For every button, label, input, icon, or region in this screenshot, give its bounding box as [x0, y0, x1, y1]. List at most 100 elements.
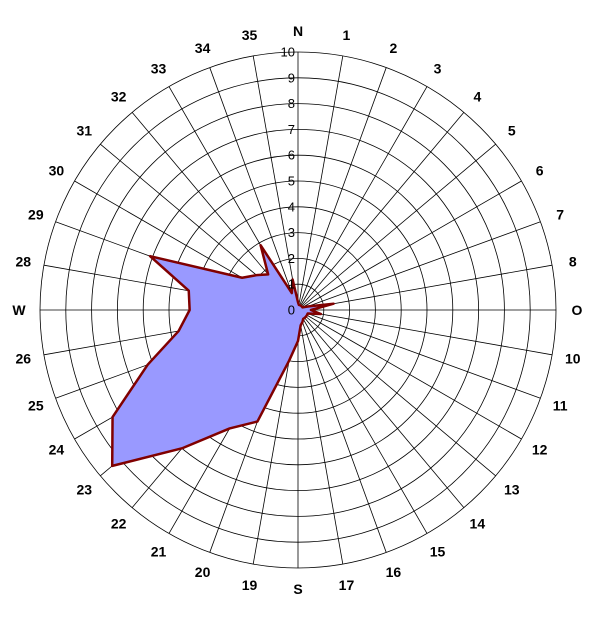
direction-label-19: 19 — [242, 577, 258, 593]
radial-tick-1: 1 — [288, 277, 295, 292]
data-point-14 — [303, 317, 306, 319]
direction-label-25: 25 — [28, 397, 44, 413]
direction-label-2: 2 — [390, 40, 398, 56]
data-point-11 — [306, 312, 309, 315]
radial-tick-10: 10 — [281, 45, 295, 60]
direction-label-S: S — [293, 581, 302, 597]
spoke-8 — [297, 264, 553, 311]
spoke-1 — [297, 55, 344, 311]
data-point-0 — [297, 301, 299, 304]
data-point-16 — [301, 321, 304, 323]
series-area-0 — [110, 243, 335, 468]
data-point-21 — [228, 427, 231, 430]
spoke-12 — [297, 309, 522, 440]
spoke-14 — [297, 309, 465, 508]
direction-label-11: 11 — [553, 397, 568, 413]
direction-label-21: 21 — [151, 544, 167, 560]
direction-label-3: 3 — [434, 60, 442, 76]
spoke-5 — [297, 143, 496, 311]
radial-tick-2: 2 — [288, 251, 295, 266]
direction-label-N: N — [293, 23, 303, 39]
direction-label-34: 34 — [195, 40, 211, 56]
data-point-20 — [256, 420, 259, 423]
radial-tick-5: 5 — [288, 174, 295, 189]
data-point-32 — [267, 273, 269, 276]
radial-tick-4: 4 — [288, 199, 295, 214]
spoke-17 — [297, 309, 344, 565]
spoke-2 — [297, 67, 387, 311]
direction-label-1: 1 — [343, 27, 351, 43]
direction-label-22: 22 — [111, 516, 127, 532]
direction-label-13: 13 — [504, 481, 520, 497]
direction-label-4: 4 — [473, 88, 481, 104]
data-point-17 — [299, 324, 302, 327]
data-point-19 — [288, 360, 290, 362]
spoke-6 — [297, 180, 522, 311]
data-point-8 — [332, 302, 335, 305]
radial-tick-3: 3 — [288, 225, 295, 240]
data-point-12 — [306, 314, 308, 316]
spoke-13 — [297, 309, 496, 477]
data-point-34 — [291, 292, 293, 294]
direction-label-30: 30 — [49, 163, 65, 179]
data-point-25 — [146, 363, 149, 366]
direction-label-12: 12 — [532, 442, 548, 458]
spoke-15 — [297, 309, 428, 534]
data-point-24 — [111, 416, 114, 418]
direction-label-17: 17 — [339, 577, 355, 593]
radial-tick-7: 7 — [288, 122, 295, 137]
spoke-3 — [297, 86, 428, 311]
direction-label-16: 16 — [386, 564, 402, 580]
data-point-30 — [241, 276, 243, 279]
spoke-34 — [209, 67, 299, 311]
direction-labels: N 12345678O1011121314151617S1920212223242… — [12, 23, 582, 597]
data-point-7 — [306, 305, 309, 308]
direction-label-15: 15 — [430, 544, 446, 560]
direction-label-23: 23 — [76, 481, 92, 497]
data-point-29 — [149, 255, 151, 257]
direction-label-31: 31 — [76, 123, 92, 139]
data-point-35 — [291, 278, 294, 281]
spoke-35 — [252, 55, 299, 311]
radial-tick-0: 0 — [288, 303, 295, 318]
spoke-11 — [297, 309, 541, 399]
data-point-22 — [181, 447, 183, 450]
data-point-31 — [255, 274, 258, 276]
data-point-28 — [187, 289, 190, 292]
direction-label-20: 20 — [195, 564, 211, 580]
data-point-10 — [320, 313, 322, 315]
spoke-16 — [297, 309, 387, 553]
data-point-9 — [310, 309, 312, 311]
data-point-18 — [297, 340, 299, 342]
direction-label-6: 6 — [536, 163, 544, 179]
direction-label-O: O — [572, 302, 583, 318]
radial-tick-labels: 0 1 2 3 4 5 6 7 8 9 10 — [281, 45, 295, 318]
direction-label-24: 24 — [49, 442, 65, 458]
radial-tick-6: 6 — [288, 148, 295, 163]
data-point-26 — [177, 330, 180, 332]
direction-label-5: 5 — [508, 123, 516, 139]
direction-label-32: 32 — [111, 88, 127, 104]
data-point-15 — [302, 318, 304, 320]
spoke-10 — [297, 309, 553, 356]
direction-label-28: 28 — [15, 254, 31, 270]
direction-label-29: 29 — [28, 207, 44, 223]
direction-label-35: 35 — [242, 27, 258, 43]
spoke-4 — [297, 112, 465, 311]
direction-label-7: 7 — [556, 207, 564, 223]
radial-tick-8: 8 — [288, 96, 295, 111]
direction-label-33: 33 — [151, 60, 167, 76]
data-point-33 — [259, 244, 262, 246]
data-point-27 — [188, 309, 191, 311]
radial-tick-9: 9 — [288, 70, 295, 85]
direction-label-W: W — [12, 302, 26, 318]
direction-label-8: 8 — [569, 254, 577, 270]
data-point-13 — [305, 315, 307, 318]
direction-label-26: 26 — [15, 350, 31, 366]
direction-label-10: 10 — [565, 350, 581, 366]
data-layer — [110, 243, 335, 468]
direction-label-14: 14 — [470, 516, 486, 532]
spoke-7 — [297, 221, 541, 311]
data-point-6 — [301, 306, 304, 309]
